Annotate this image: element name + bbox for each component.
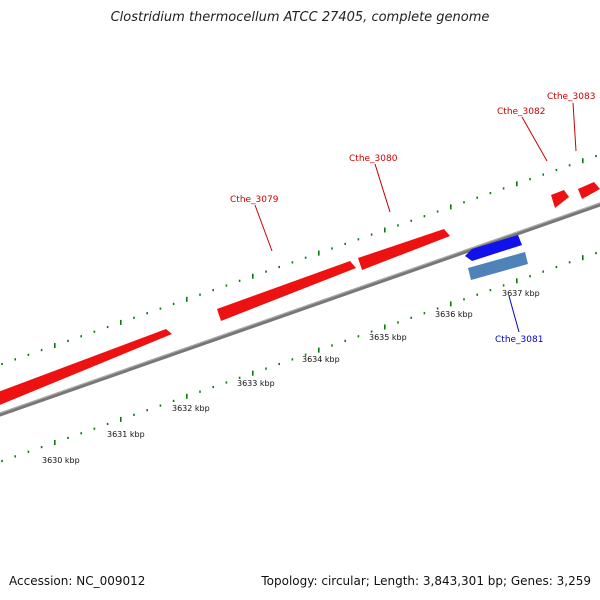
genome-backbone (0, 202, 600, 417)
tick-row-top (1, 155, 597, 366)
leader-cthe-3082 (521, 116, 548, 162)
gene-cthe-3078[interactable] (0, 329, 172, 409)
gene-labels: Cthe_3079 Cthe_3080 Cthe_3082 Cthe_3083 … (230, 92, 595, 345)
gene-label-cthe-3082[interactable]: Cthe_3082 (497, 107, 545, 117)
gene-cthe-3080[interactable] (358, 229, 450, 270)
gene-cthe-3082[interactable] (551, 190, 569, 208)
scale-label-3633: 3633 kbp (237, 379, 275, 388)
label-leaders (254, 102, 577, 333)
gene-cthe-3083[interactable] (578, 182, 600, 199)
scale-label-3634: 3634 kbp (302, 355, 340, 364)
accession-text: Accession: NC_009012 (9, 574, 146, 588)
genome-summary-text: Topology: circular; Length: 3,843,301 bp… (261, 574, 591, 588)
reverse-genes (465, 235, 528, 280)
genome-backbone-highlight (0, 202, 600, 414)
gene-label-cthe-3080[interactable]: Cthe_3080 (349, 154, 398, 164)
scale-label-3635: 3635 kbp (369, 333, 407, 342)
tick-row-bottom (1, 252, 597, 463)
leader-cthe-3081 (508, 295, 520, 333)
leader-cthe-3080 (374, 163, 391, 213)
gene-label-cthe-3079[interactable]: Cthe_3079 (230, 195, 279, 205)
scale-label-3631: 3631 kbp (107, 430, 145, 439)
leader-cthe-3083 (572, 102, 577, 152)
gene-cthe-3081[interactable] (465, 235, 522, 261)
forward-genes (0, 182, 600, 409)
scale-labels: 3630 kbp 3631 kbp 3632 kbp 3633 kbp 3634… (42, 289, 540, 465)
gene-cthe-3079[interactable] (217, 261, 356, 321)
gene-label-cthe-3081[interactable]: Cthe_3081 (495, 335, 543, 345)
scale-label-3632: 3632 kbp (172, 404, 210, 413)
map-title: Clostridium thermocellum ATCC 27405, com… (110, 10, 490, 25)
gene-label-cthe-3083[interactable]: Cthe_3083 (547, 92, 595, 102)
scale-label-3636: 3636 kbp (435, 310, 473, 319)
scale-label-3637: 3637 kbp (502, 289, 540, 298)
gene-cthe-3081-secondary[interactable] (468, 252, 528, 280)
scale-label-3630: 3630 kbp (42, 456, 80, 465)
leader-cthe-3079 (254, 204, 273, 252)
